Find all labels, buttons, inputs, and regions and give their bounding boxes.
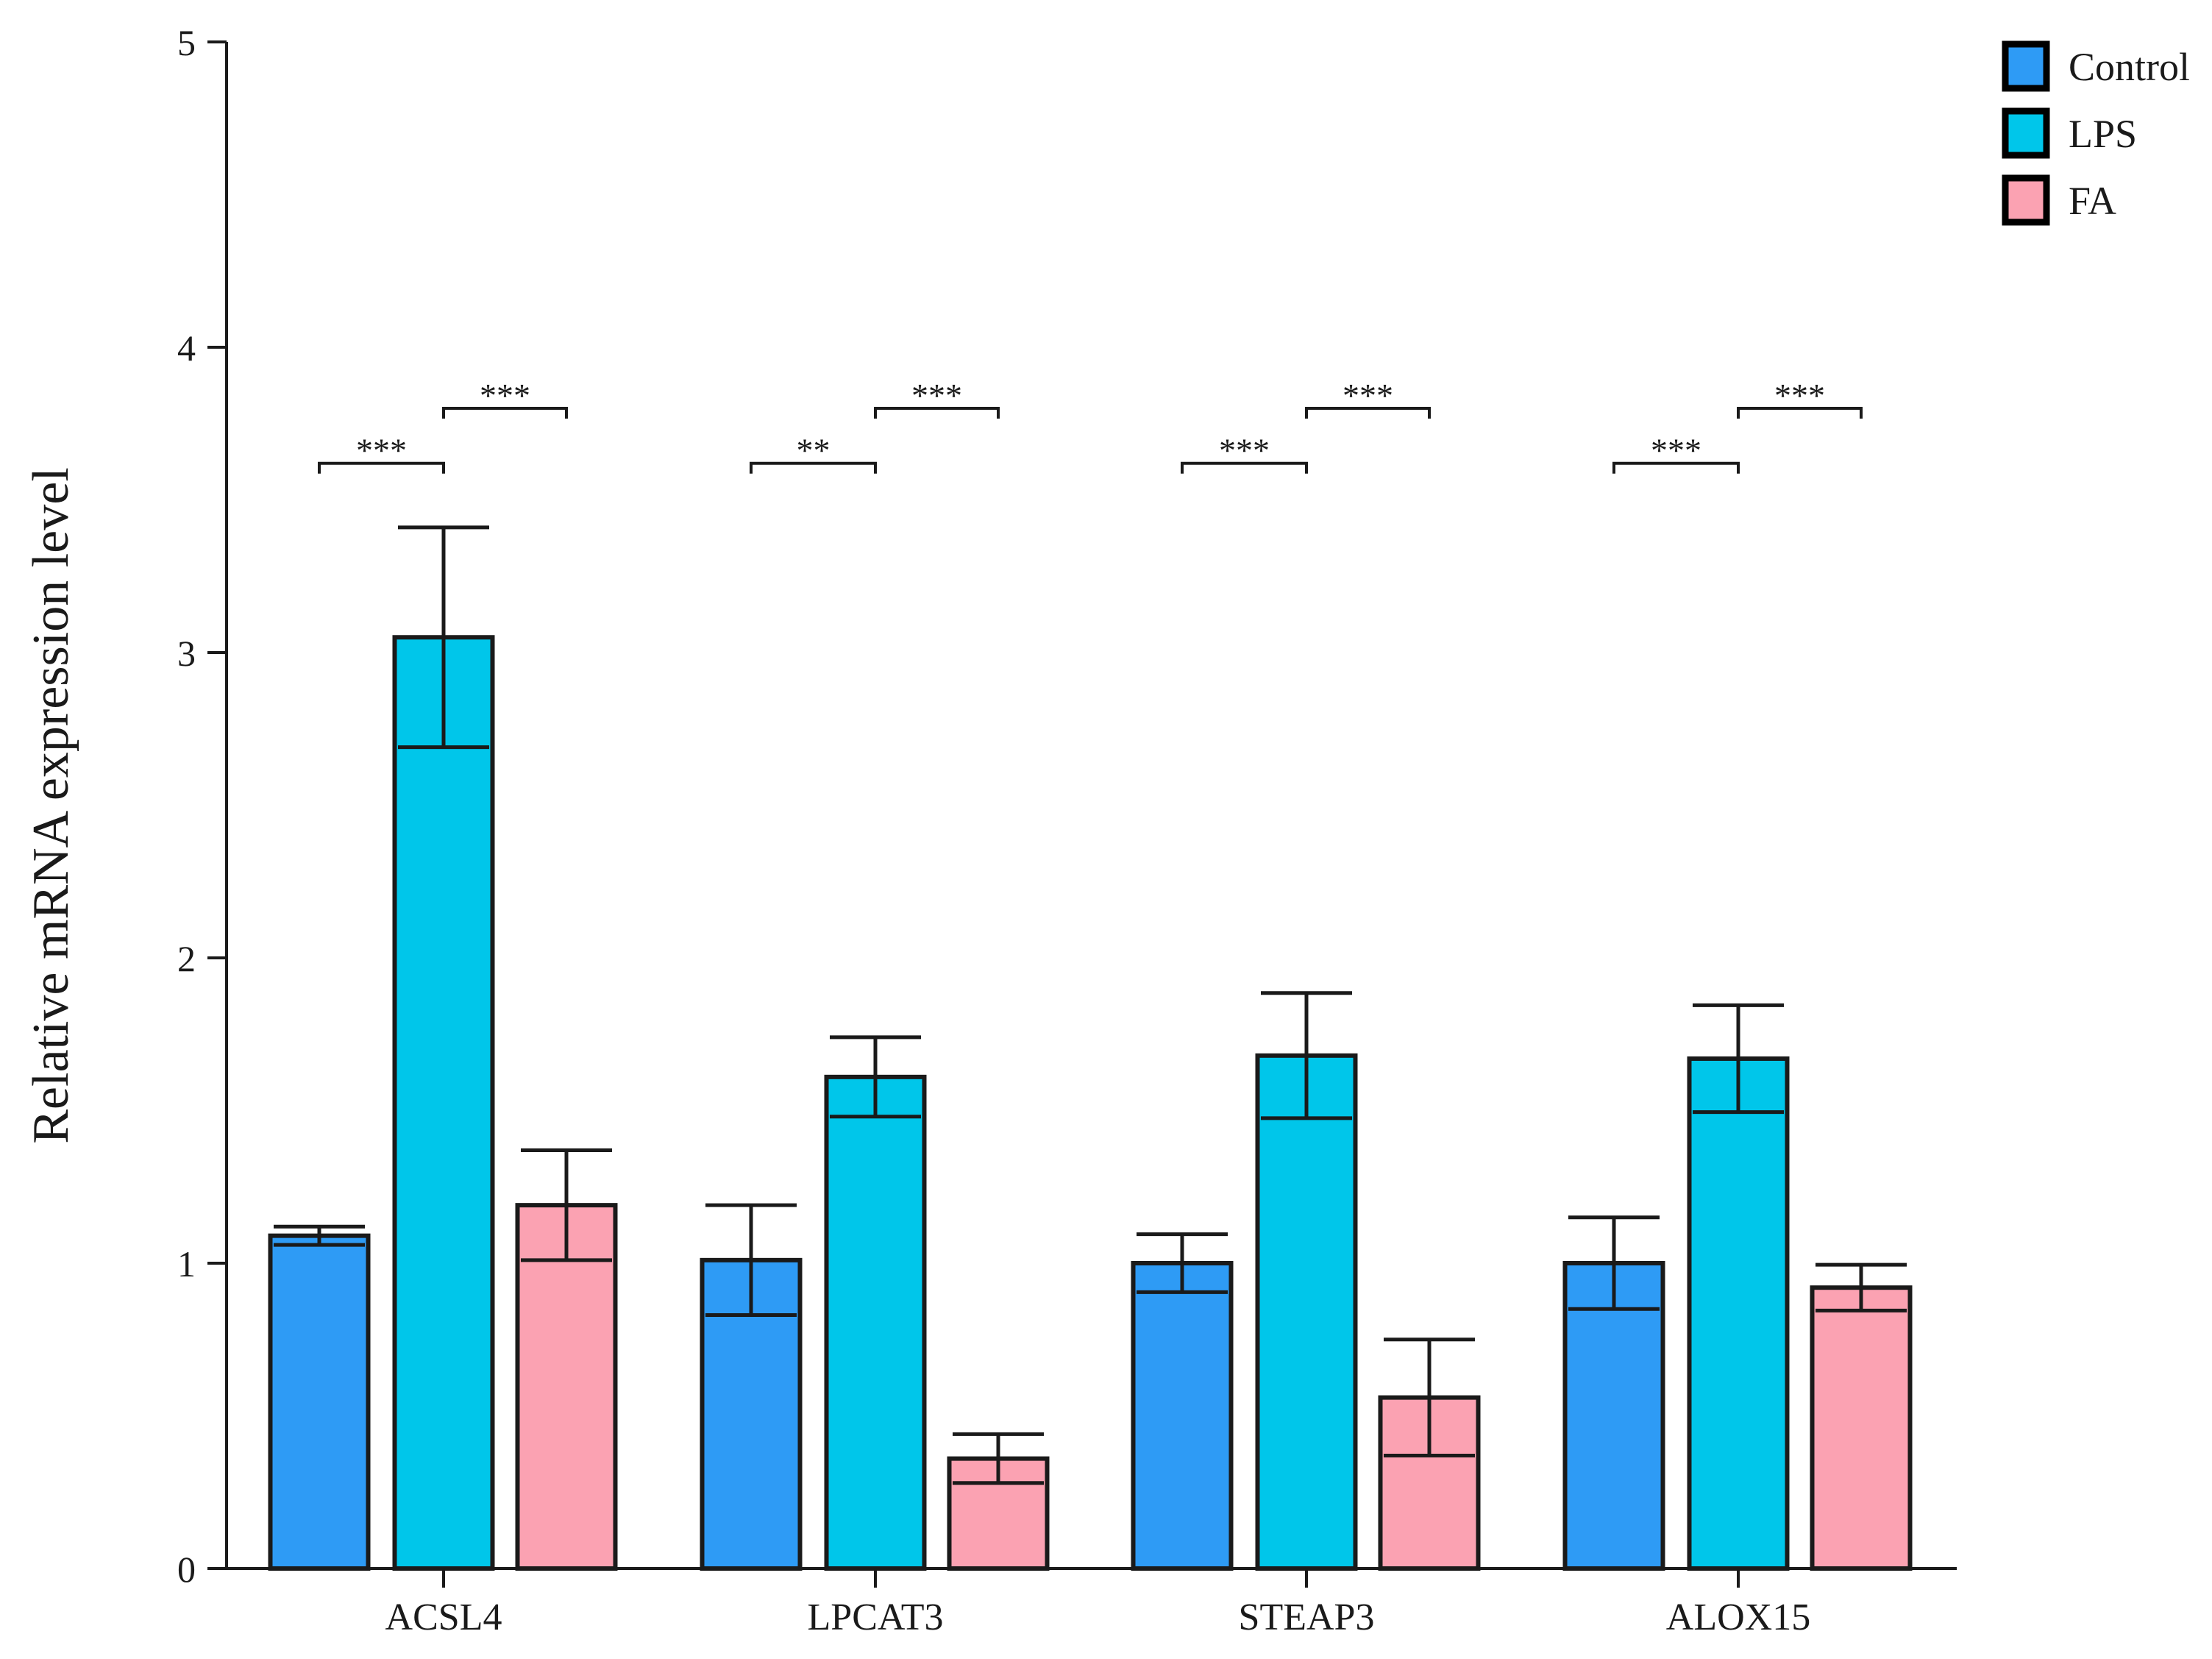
y-axis-label: Relative mRNA expression level <box>23 467 79 1144</box>
significance-bracket <box>1305 407 1431 419</box>
significance-bracket <box>1181 461 1308 474</box>
significance-label: *** <box>480 377 530 414</box>
y-tick-label: 4 <box>177 327 196 369</box>
significance-label: *** <box>1651 432 1701 469</box>
y-tick-label: 0 <box>177 1549 196 1590</box>
legend: Control LPS FA <box>2002 40 2190 226</box>
y-tick-label: 2 <box>177 938 196 979</box>
y-tick-label: 1 <box>177 1243 196 1285</box>
x-tick-label: ACSL4 <box>385 1596 502 1638</box>
significance-bracket <box>874 407 1000 419</box>
bar-control-acsl4 <box>268 1233 371 1571</box>
legend-swatch-fa <box>2002 174 2050 226</box>
bar-control-alox15 <box>1562 1261 1665 1571</box>
legend-label-lps: LPS <box>2069 112 2137 156</box>
bar-lps-acsl4 <box>392 635 495 1571</box>
x-tick-label: LPCAT3 <box>808 1596 944 1638</box>
bar-control-steap3 <box>1131 1261 1234 1571</box>
significance-label: *** <box>1774 377 1825 414</box>
significance-label: ** <box>797 432 831 469</box>
x-tick-label: ALOX15 <box>1666 1596 1810 1638</box>
significance-brackets: *********************** <box>318 377 1863 474</box>
legend-swatch-lps <box>2002 107 2050 159</box>
y-tick-label: 5 <box>177 22 196 63</box>
significance-label: *** <box>1219 432 1270 469</box>
significance-label: *** <box>1343 377 1393 414</box>
legend-label-fa: FA <box>2069 179 2116 223</box>
bar-lps-alox15 <box>1687 1056 1790 1571</box>
significance-bracket <box>750 461 877 474</box>
significance-bracket <box>318 461 445 474</box>
significance-bracket <box>1612 461 1740 474</box>
bars <box>268 635 1913 1571</box>
bar-fa-acsl4 <box>515 1203 618 1571</box>
bar-lps-lpcat3 <box>824 1074 927 1571</box>
legend-swatch-control <box>2002 40 2050 92</box>
axes: 0 1 2 3 4 5 ACSL4 LPCAT3 STEAP3 ALOX15 <box>177 22 1957 1638</box>
significance-bracket <box>1737 407 1863 419</box>
bar-fa-alox15 <box>1810 1285 1913 1571</box>
bar-lps-steap3 <box>1255 1053 1358 1571</box>
x-tick-label: STEAP3 <box>1239 1596 1375 1638</box>
significance-label: *** <box>911 377 962 414</box>
y-tick-label: 3 <box>177 633 196 674</box>
significance-bracket <box>442 407 568 419</box>
legend-label-control: Control <box>2069 45 2190 89</box>
significance-label: *** <box>356 432 407 469</box>
error-bars <box>274 525 1907 1485</box>
